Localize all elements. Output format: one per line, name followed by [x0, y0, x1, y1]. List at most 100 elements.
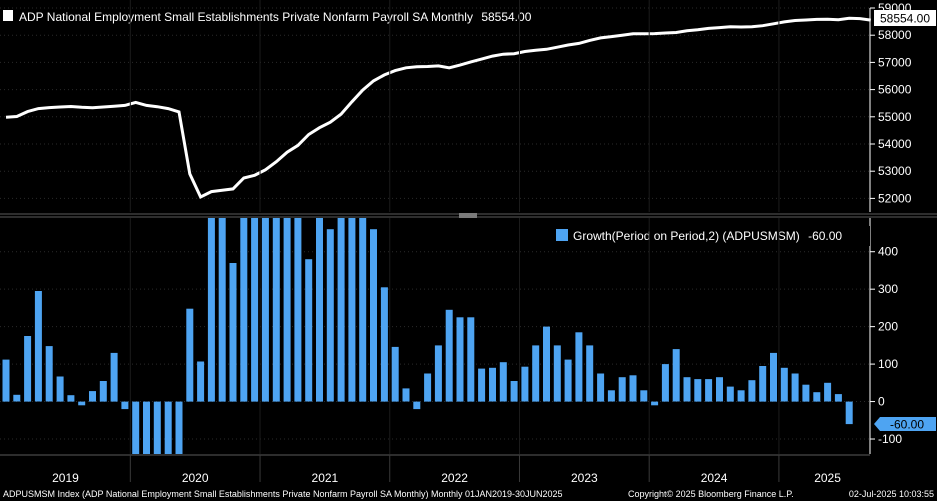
growth-bar [251, 218, 259, 402]
growth-bar [607, 390, 615, 402]
bottom-y-tick-label: 0 [878, 395, 885, 409]
x-axis: 2019 2020 2021 2022 2023 2024 2025 [52, 0, 841, 485]
growth-bar [56, 376, 64, 402]
svg-text:ADP National Employment Small: ADP National Employment Small Establishm… [19, 10, 532, 24]
top-panel: ADP National Employment Small Establishm… [0, 1, 936, 212]
growth-bar [553, 345, 561, 402]
bottom-y-tick-label: 400 [878, 245, 898, 259]
bottom-panel: -100 0 100 200 300 400 Growth(Period on Perio… [0, 218, 936, 454]
growth-bar [575, 332, 583, 402]
bottom-legend-value: -60.00 [808, 229, 842, 243]
growth-bar [726, 386, 734, 402]
top-y-tick-label: 53000 [878, 164, 912, 178]
growth-bar [456, 317, 464, 402]
top-y-tick-label: 52000 [878, 191, 912, 205]
x-tick-label: 2025 [814, 471, 841, 485]
payroll-line [5, 16, 872, 200]
growth-bar [510, 381, 518, 402]
growth-bar [597, 373, 605, 402]
growth-bar [186, 308, 194, 402]
top-y-tick-label: 58000 [878, 28, 912, 42]
growth-bar [326, 229, 334, 402]
growth-bar [424, 373, 432, 402]
growth-bar [337, 218, 345, 402]
bottom-y-tick-label: 200 [878, 320, 898, 334]
growth-bar [672, 349, 680, 402]
bottom-legend-bg [548, 226, 870, 246]
growth-bar [413, 401, 421, 410]
bottom-y-axis: -100 0 100 200 300 400 [869, 218, 902, 454]
growth-bar [197, 361, 205, 402]
growth-bar [661, 364, 669, 402]
svg-text:Growth(Period on Period,2) (AD: Growth(Period on Period,2) (ADPUSMSM) -6… [573, 229, 842, 243]
growth-bar [218, 218, 226, 402]
growth-bar [175, 401, 183, 454]
growth-bar [434, 345, 442, 402]
x-tick-label: 2019 [52, 471, 79, 485]
growth-bar [521, 366, 529, 402]
growth-bar [629, 375, 637, 402]
growth-bar [261, 218, 269, 402]
growth-bar [683, 377, 691, 402]
growth-bar [640, 390, 648, 402]
growth-bar [759, 366, 767, 402]
x-tick-label: 2021 [312, 471, 339, 485]
growth-bar [705, 379, 713, 402]
bottom-last-value: -60.00 [890, 418, 924, 432]
growth-bar [99, 381, 107, 402]
footer-copyright: Copyright© 2025 Bloomberg Finance L.P. [628, 489, 794, 499]
bottom-y-tick-label: -100 [878, 432, 902, 446]
growth-bar [780, 367, 788, 402]
growth-bar [564, 359, 572, 402]
growth-bar [824, 382, 832, 402]
top-legend-value: 58554.00 [481, 10, 531, 24]
growth-bar [716, 377, 723, 402]
growth-bar [153, 401, 161, 454]
growth-bars [2, 218, 853, 454]
top-y-tick-label: 55000 [878, 110, 912, 124]
growth-bar [802, 384, 810, 402]
growth-bar [489, 367, 496, 402]
legend-swatch-bar [556, 229, 568, 241]
growth-bar [67, 395, 75, 402]
growth-bar [229, 263, 237, 402]
growth-bar [651, 401, 659, 406]
footer-timestamp: 02-Jul-2025 10:03:55 [849, 489, 934, 499]
growth-bar [283, 218, 291, 402]
top-y-tick-label: 56000 [878, 83, 912, 97]
bottom-y-tick-label: 300 [878, 282, 898, 296]
growth-bar [164, 401, 172, 454]
top-last-value-box: 58554.00 [874, 10, 936, 26]
top-chart-title: ADP National Employment Small Establishm… [19, 10, 473, 24]
growth-bar [110, 352, 118, 402]
top-y-tick-label: 57000 [878, 55, 912, 69]
top-last-value: 58554.00 [880, 12, 930, 26]
growth-bar [380, 287, 388, 402]
growth-bar [24, 336, 32, 402]
bottom-y-tick-label: 100 [878, 357, 898, 371]
growth-bar [543, 326, 550, 402]
growth-bar [370, 229, 377, 402]
growth-bar [391, 346, 399, 402]
growth-bar [532, 345, 540, 402]
growth-bar [478, 368, 486, 402]
panel-resize-handle[interactable] [459, 213, 477, 218]
growth-bar [748, 380, 756, 402]
growth-bar [143, 401, 150, 454]
bottom-last-value-box: -60.00 [874, 417, 936, 432]
growth-bar [445, 309, 453, 402]
growth-bar [359, 218, 367, 402]
legend-swatch-line [3, 10, 13, 21]
x-tick-label: 2024 [701, 471, 728, 485]
growth-bar [305, 259, 313, 402]
growth-bar [499, 362, 507, 402]
growth-bar [121, 401, 129, 410]
growth-bar [294, 218, 302, 402]
top-y-tick-label: 54000 [878, 137, 912, 151]
growth-bar [316, 218, 323, 402]
growth-bar [207, 218, 215, 402]
top-gridlines [0, 7, 870, 199]
growth-bar [272, 218, 280, 402]
